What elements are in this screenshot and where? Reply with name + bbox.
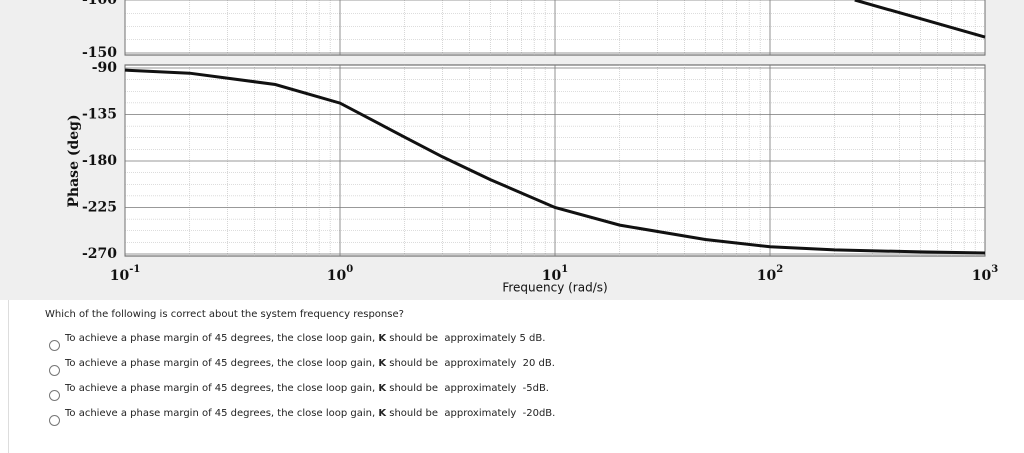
y-tick-label: -135	[82, 107, 117, 123]
y-axis-label: Phase (deg)	[66, 114, 82, 207]
option-suffix: should be approximately -5dB.	[386, 383, 549, 394]
x-tick-exponent: 2	[776, 264, 783, 275]
y-tick-label: -90	[92, 60, 118, 76]
x-tick-base: 10	[972, 268, 992, 284]
y-tick-label: -225	[82, 200, 117, 216]
option-suffix: should be approximately -20dB.	[386, 408, 556, 419]
option-text[interactable]: To achieve a phase margin of 45 degrees,…	[65, 333, 545, 344]
option-suffix: should be approximately 5 dB.	[386, 333, 546, 344]
x-tick-exponent: 0	[346, 264, 353, 275]
option-bold: K	[378, 333, 387, 344]
y-tick-label: -150	[82, 45, 117, 61]
question-text: Which of the following is correct about …	[45, 309, 404, 320]
option-prefix: To achieve a phase margin of 45 degrees,…	[65, 408, 379, 419]
x-tick-base: 10	[110, 268, 130, 284]
option-prefix: To achieve a phase margin of 45 degrees,…	[65, 358, 379, 369]
x-tick-label: 101	[542, 264, 568, 285]
option-bold: K	[378, 358, 387, 369]
option-prefix: To achieve a phase margin of 45 degrees,…	[65, 333, 379, 344]
x-tick-label: 100	[327, 264, 353, 285]
option-suffix: should be approximately 20 dB.	[386, 358, 555, 369]
radio-button[interactable]	[49, 365, 60, 376]
x-tick-base: 10	[757, 268, 777, 284]
option-text[interactable]: To achieve a phase margin of 45 degrees,…	[65, 358, 555, 369]
option-bold: K	[378, 383, 387, 394]
x-tick-label: 102	[757, 264, 783, 285]
radio-button[interactable]	[49, 340, 60, 351]
data-line	[124, 68, 986, 255]
x-tick-label: 103	[972, 264, 998, 285]
x-axis-label: Frequency (rad/s)	[502, 281, 607, 295]
x-tick-base: 10	[542, 268, 562, 284]
option-bold: K	[378, 408, 387, 419]
y-tick-label: -100	[82, 0, 117, 8]
x-tick-exponent: 1	[561, 264, 568, 275]
radio-button[interactable]	[49, 415, 60, 426]
radio-button[interactable]	[49, 390, 60, 401]
data-line	[854, 0, 986, 39]
x-tick-exponent: -1	[129, 264, 140, 275]
option-prefix: To achieve a phase margin of 45 degrees,…	[65, 383, 379, 394]
left-border	[8, 300, 9, 453]
y-tick-label: -270	[82, 246, 117, 262]
x-tick-base: 10	[327, 268, 347, 284]
x-tick-exponent: 3	[991, 264, 998, 275]
x-tick-label: 10-1	[110, 264, 141, 285]
option-text[interactable]: To achieve a phase margin of 45 degrees,…	[65, 383, 549, 394]
option-text[interactable]: To achieve a phase margin of 45 degrees,…	[65, 408, 555, 419]
y-tick-label: -180	[82, 153, 117, 169]
